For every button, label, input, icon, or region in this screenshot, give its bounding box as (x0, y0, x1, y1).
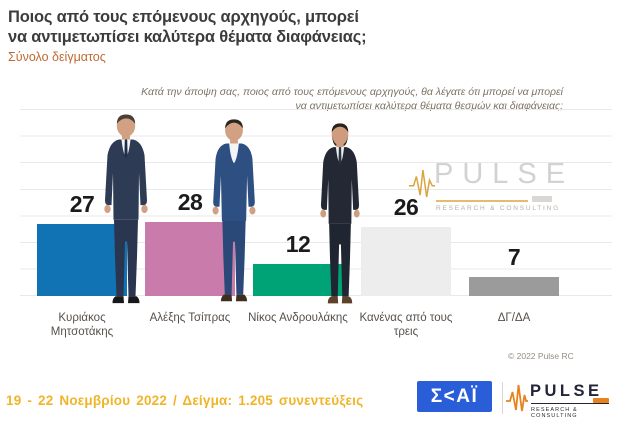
bar-chart: 27 28 12 26 7 (30, 105, 577, 296)
copyright-note: © 2022 Pulse RC (508, 351, 574, 361)
watermark-subtext-block (532, 196, 552, 202)
pulse-waveform-icon (408, 169, 436, 198)
bar-value-label: 28 (177, 188, 203, 215)
bar-value-label: 26 (393, 193, 419, 220)
bar-slot: 26 (361, 105, 451, 296)
watermark-tagline: RESEARCH & CONSULTING (436, 205, 560, 212)
pulse-logo-tagline: RESEARCH & CONSULTING (531, 407, 578, 419)
pulse-logo-brand: PULSE (530, 382, 603, 400)
bar-value-label: 12 (285, 231, 311, 258)
bar-slot: 28 (145, 105, 235, 296)
fieldwork-date-sample: 19 - 22 Νοεμβρίου 2022 / Δείγμα: 1.205 σ… (6, 393, 364, 408)
logo-divider (502, 382, 503, 414)
bar (37, 224, 127, 296)
category-label: Κανένας από τους τρεις (359, 312, 453, 338)
title-line-1: Ποιος από τους επόμενους αρχηγούς, μπορε… (8, 8, 359, 26)
bar (253, 264, 343, 296)
category-label: Αλέξης Τσίπρας (149, 312, 231, 324)
photo-nikos-androulakis (311, 121, 369, 308)
bar-slot: 7 (469, 105, 559, 296)
pulse-logo: PULSE RESEARCH & CONSULTING (506, 381, 616, 419)
bar-value-label: 27 (69, 191, 95, 218)
category-label: Κυριάκος Μητσοτάκης (50, 312, 114, 338)
title-line-2: να αντιμετωπίσει καλύτερα θέματα διαφάνε… (8, 28, 367, 46)
note-line-1: Κατά την άποψη σας, ποιος από τους επόμε… (141, 86, 563, 98)
bar (361, 226, 451, 296)
category-label: ΔΓ/ΔΑ (497, 312, 531, 324)
page-title: Ποιος από τους επόμενους αρχηγούς, μπορε… (8, 7, 367, 47)
photo-kyriakos-mitsotakis (94, 112, 158, 308)
bar (469, 277, 559, 296)
bar-value-label: 7 (507, 244, 521, 271)
pulse-logo-rule (531, 403, 609, 404)
sample-subtitle: Σύνολο δείγματος (8, 50, 106, 64)
bar-slot: 27 (37, 105, 127, 296)
skai-logo: Σ<ΑΪ (417, 381, 492, 412)
skai-logo-text: Σ<ΑΪ (430, 386, 479, 407)
watermark-gold-rule (436, 200, 528, 202)
pulse-waveform-icon (506, 384, 528, 412)
photo-alexis-tsipras (203, 117, 265, 306)
category-axis: Κυριάκος Μητσοτάκης Αλέξης Τσίπρας Νίκος Α… (30, 312, 577, 346)
watermark-brand-text: PULSE (434, 158, 575, 190)
bar (145, 221, 235, 296)
category-label: Νίκος Ανδρουλάκης (248, 312, 348, 324)
pulse-logo-accent-block (593, 398, 609, 403)
bar-slot: 12 (253, 105, 343, 296)
pulse-watermark: PULSE RESEARCH & CONSULTING (408, 158, 578, 218)
